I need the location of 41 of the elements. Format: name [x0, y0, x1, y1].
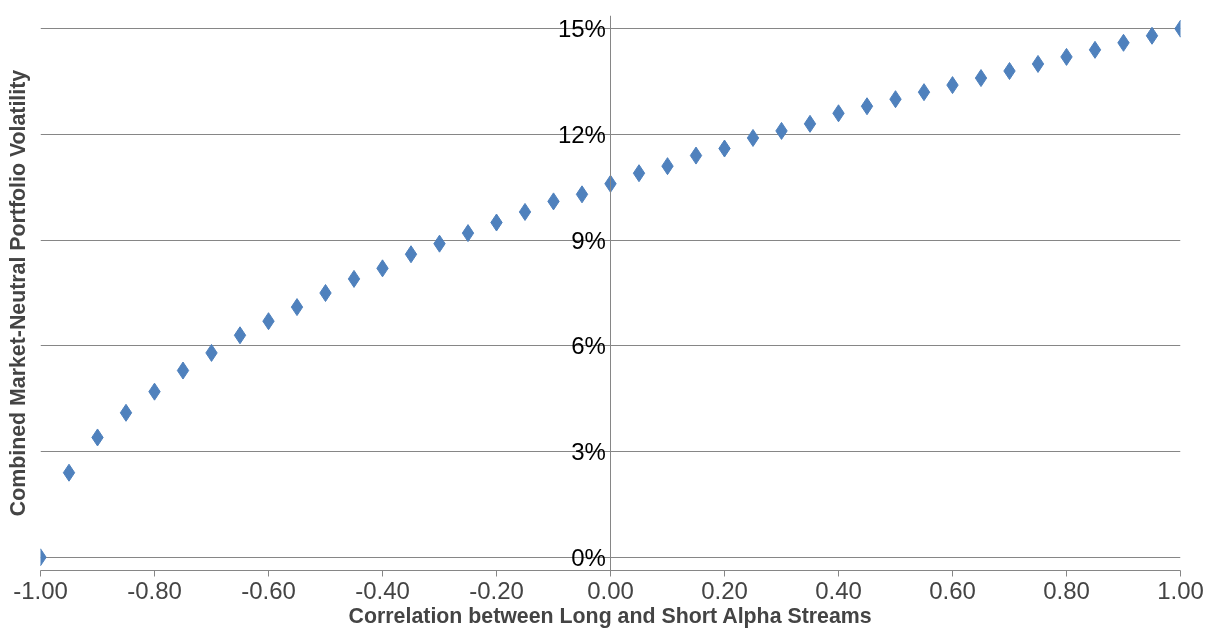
x-tick-label: 0.60	[929, 576, 976, 604]
x-tick-label: -0.80	[127, 576, 182, 604]
y-tick-label: 15%	[557, 15, 606, 43]
point	[518, 202, 532, 221]
point	[404, 245, 418, 264]
x-tick-label: 0.00	[587, 576, 634, 604]
point	[347, 269, 361, 288]
y-tick-label: 3%	[571, 438, 606, 466]
point	[119, 403, 133, 422]
point	[974, 69, 988, 88]
y-tick-label: 0%	[571, 543, 606, 571]
y-tick-label: 12%	[557, 120, 606, 148]
y-tick-label: 9%	[571, 226, 606, 254]
point	[1003, 62, 1016, 80]
point	[632, 164, 646, 183]
point	[803, 114, 817, 133]
point	[860, 97, 874, 116]
point	[62, 463, 76, 482]
point	[233, 326, 247, 345]
point	[1088, 40, 1102, 59]
point	[575, 185, 589, 204]
x-tick-label: 0.20	[701, 576, 748, 604]
point	[176, 361, 190, 380]
y-tick-label: 6%	[571, 332, 606, 360]
x-tick-label: 0.80	[1043, 576, 1090, 604]
point	[917, 83, 931, 102]
point	[319, 284, 332, 302]
x-tick-label: -0.60	[241, 576, 296, 604]
point	[1031, 54, 1045, 73]
point	[746, 128, 760, 147]
point	[1145, 26, 1159, 45]
point	[290, 298, 304, 317]
x-axis-title: Correlation between Long and Short Alpha Streams	[348, 603, 872, 628]
x-tick-label: 1.00	[1157, 576, 1204, 604]
x-tick-label: -0.40	[355, 576, 410, 604]
x-tick-label: -0.20	[469, 576, 524, 604]
point	[461, 224, 475, 243]
x-tick-label: -1.00	[13, 576, 68, 604]
x-tick-label: 0.40	[815, 576, 862, 604]
y-axis-title: Combined Market-Neutral Portfolio Volatility	[5, 69, 30, 517]
point	[689, 146, 703, 165]
